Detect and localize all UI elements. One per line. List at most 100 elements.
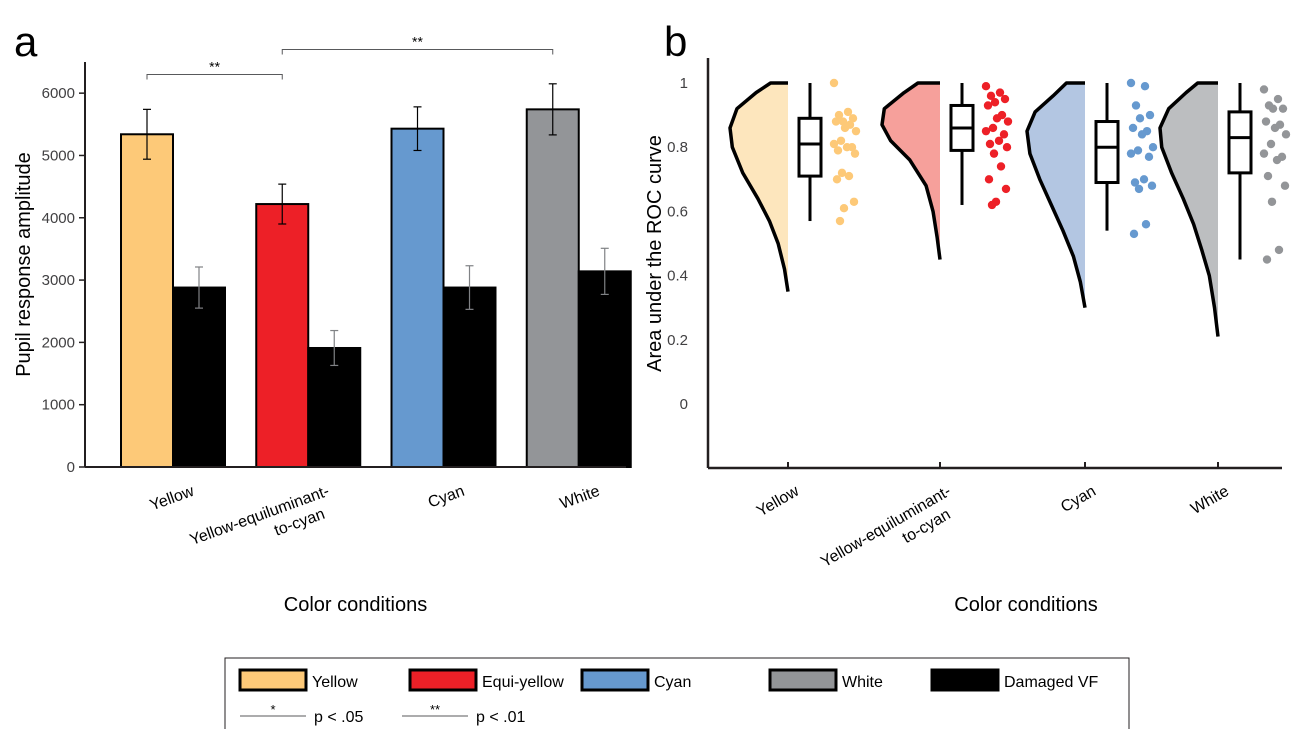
- x-tick-label-line: Cyan: [426, 483, 467, 512]
- legend-sig-label: p < .01: [476, 709, 525, 726]
- data-point: [850, 149, 860, 158]
- data-point: [829, 139, 839, 149]
- data-point: [844, 171, 854, 181]
- x-tick-label: Cyan: [1058, 483, 1099, 516]
- data-point: [1273, 94, 1283, 104]
- x-tick-label-line: Yellow: [754, 483, 802, 521]
- legend: Yellow Equi-yellow Cyan White Damaged VF * p <…: [224, 657, 1130, 729]
- bar: [577, 270, 632, 468]
- y-tick-label: 0.2: [667, 332, 688, 349]
- data-point: [1267, 197, 1277, 206]
- data-point: [1128, 123, 1138, 133]
- data-point: [1131, 101, 1141, 110]
- data-point: [834, 110, 844, 120]
- x-axis-title: Color conditions: [954, 594, 1097, 616]
- data-point: [829, 78, 839, 88]
- y-tick-label: 6000: [42, 85, 75, 102]
- data-point: [1141, 220, 1151, 229]
- data-point: [831, 117, 841, 126]
- data-point: [1137, 130, 1147, 139]
- legend-label: White: [842, 674, 883, 691]
- x-tick-label: Yellow: [148, 483, 197, 515]
- data-point: [1268, 104, 1278, 113]
- data-point: [1003, 117, 1013, 126]
- significance-label: **: [412, 34, 423, 50]
- data-point: [1280, 181, 1290, 190]
- data-point: [992, 114, 1002, 123]
- y-tick-label: 1: [680, 75, 688, 92]
- data-point: [983, 101, 993, 110]
- data-point: [985, 139, 995, 149]
- legend-label: Equi-yellow: [482, 674, 564, 691]
- legend-label: Cyan: [654, 674, 691, 691]
- data-point: [995, 88, 1005, 97]
- data-point: [996, 162, 1006, 171]
- data-point: [1129, 229, 1139, 239]
- data-point: [1148, 143, 1158, 152]
- bar: [442, 286, 497, 468]
- legend-swatch: [768, 668, 838, 692]
- box: [1094, 120, 1120, 185]
- data-point: [843, 107, 853, 117]
- data-point: [1270, 123, 1280, 133]
- x-tick-label-line: Yellow: [148, 483, 197, 515]
- data-point: [987, 200, 997, 210]
- legend-sig-stars: *: [270, 702, 275, 717]
- data-point: [840, 123, 850, 133]
- x-tick-label-line: Cyan: [1058, 483, 1099, 516]
- x-tick-label: Yellow: [754, 483, 802, 521]
- data-point: [835, 216, 845, 226]
- data-point: [1144, 152, 1154, 162]
- x-tick-label: White: [558, 483, 602, 513]
- y-tick-label: 0.4: [667, 268, 688, 285]
- y-tick-label: 0: [680, 396, 688, 413]
- data-point: [836, 136, 846, 145]
- significance-bracket: [146, 73, 283, 80]
- box: [1227, 110, 1253, 175]
- violin-outline: [1158, 81, 1220, 337]
- y-tick-label: 1000: [42, 397, 75, 414]
- y-tick-label: 3000: [42, 272, 75, 289]
- data-point: [838, 117, 848, 126]
- data-point: [981, 82, 991, 91]
- data-point: [1126, 149, 1136, 158]
- violin-fill: [882, 83, 940, 260]
- y-axis-title: Pupil response amplitude: [13, 152, 35, 377]
- x-tick-label-line: White: [1188, 483, 1232, 518]
- violin-outline: [1025, 81, 1087, 309]
- data-point: [1135, 114, 1145, 123]
- data-point: [988, 123, 998, 133]
- data-point: [1259, 149, 1269, 158]
- data-point: [851, 126, 861, 136]
- legend-label: Yellow: [312, 674, 358, 691]
- data-point: [1000, 94, 1010, 104]
- x-tick-label-line: White: [558, 483, 602, 513]
- data-point: [849, 197, 859, 206]
- data-point: [842, 143, 852, 152]
- data-point: [1001, 184, 1011, 194]
- significance-bracket: [281, 49, 554, 55]
- data-point: [1134, 184, 1144, 194]
- violin-fill: [1027, 83, 1085, 308]
- legend-swatch: [930, 668, 1000, 692]
- data-point: [1002, 143, 1012, 152]
- data-point: [1262, 255, 1272, 264]
- x-tick-label: Yellow-equiluminant-to-cyan: [818, 483, 964, 589]
- y-tick-label: 4000: [42, 210, 75, 227]
- data-point: [848, 114, 858, 123]
- data-point: [989, 149, 999, 158]
- data-point: [1281, 130, 1291, 139]
- data-point: [1139, 175, 1149, 184]
- data-point: [1266, 139, 1276, 149]
- data-point: [984, 175, 994, 184]
- data-point: [1130, 178, 1140, 187]
- legend-sig-stars: **: [430, 702, 440, 717]
- bar: [525, 108, 580, 468]
- x-tick-label: Cyan: [426, 483, 467, 512]
- data-point: [1272, 155, 1282, 165]
- data-point: [999, 130, 1009, 139]
- y-tick-label: 0: [67, 459, 75, 476]
- bar: [255, 203, 310, 469]
- legend-frame: [224, 657, 1130, 729]
